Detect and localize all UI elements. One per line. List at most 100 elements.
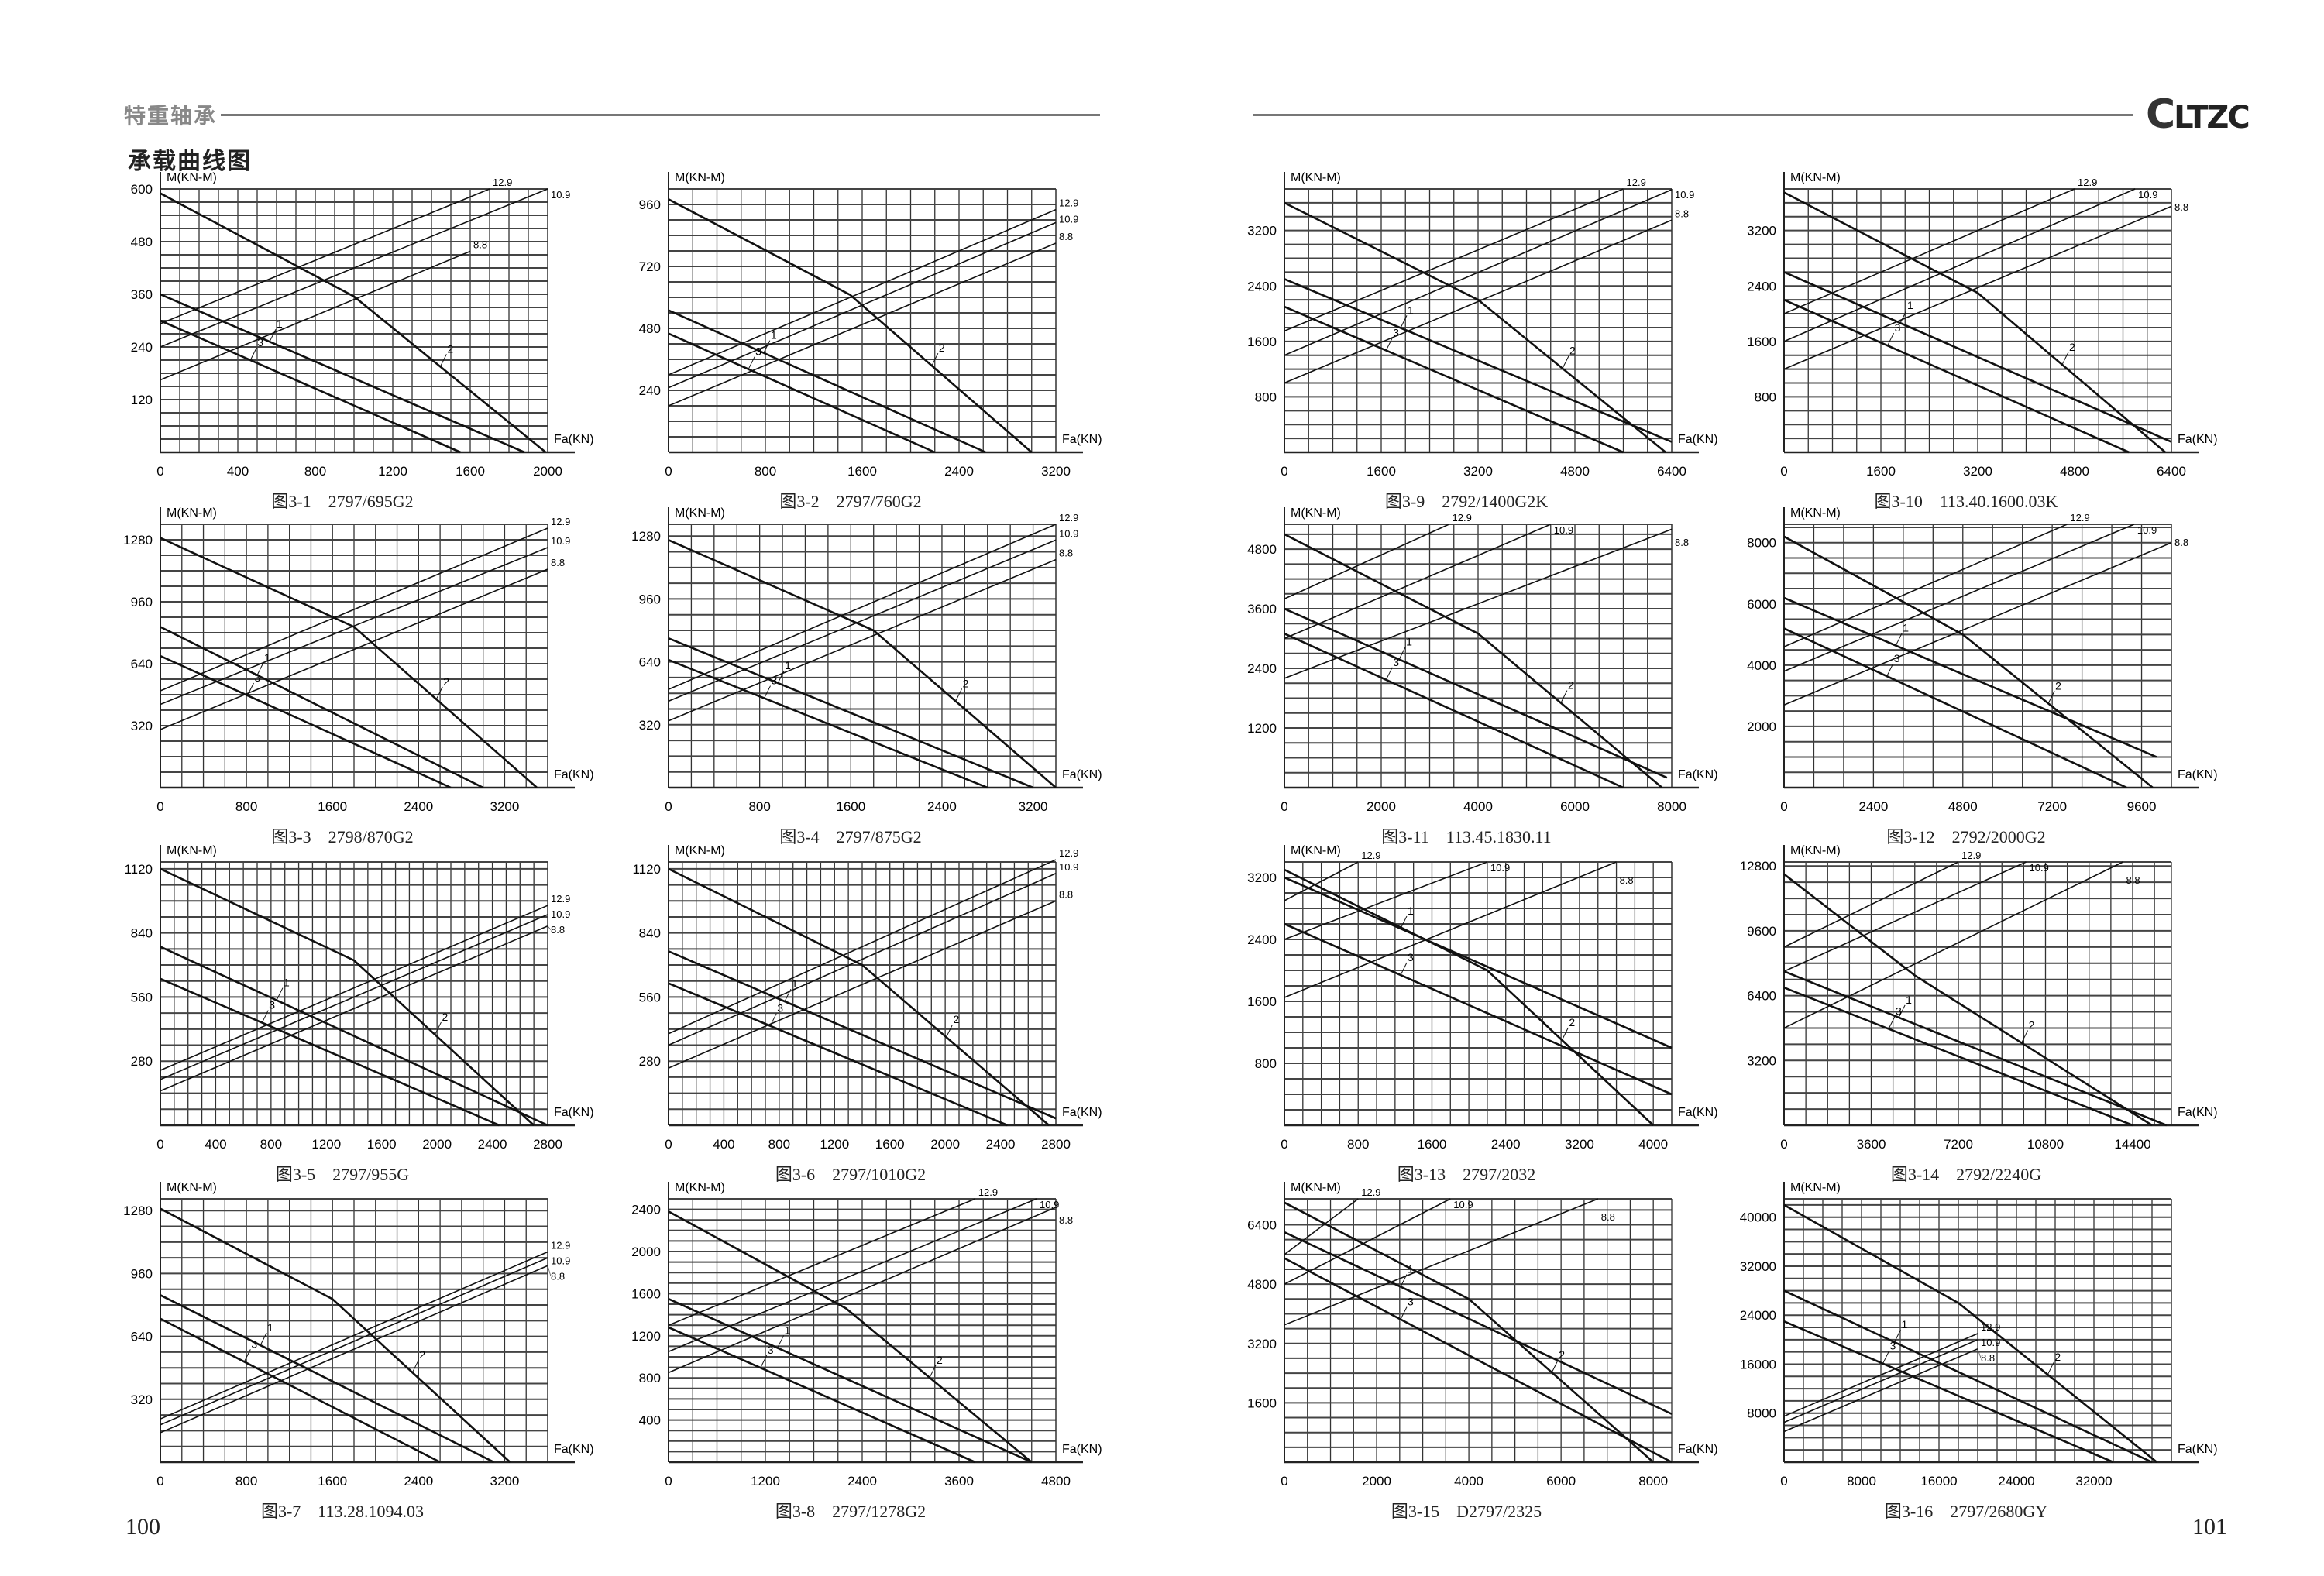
y-tick-label: 480: [131, 235, 153, 249]
y-tick-label: 3200: [1747, 224, 1776, 239]
x-tick-label: 1200: [378, 464, 407, 479]
y-axis-label: M(KN-M): [675, 506, 725, 520]
load-curve-1: [1284, 278, 1673, 443]
bolt-grade-line-8-8: [1284, 219, 1673, 384]
bolt-grade-line-12-9: [668, 1198, 976, 1326]
series-label: 8.8: [1059, 888, 1073, 900]
bolt-grade-line-12-9: [1783, 188, 2075, 314]
x-tick-label: 400: [713, 1137, 734, 1152]
chart-9: 0 1600 3200 4800 6400 800 1600 2400 3200 M(KN-M) F…: [1215, 158, 1718, 522]
series-label: 8.8: [2126, 874, 2140, 886]
y-tick-label: 32000: [1740, 1259, 1776, 1274]
bolt-grade-line-8-8: [1783, 861, 2123, 1029]
bolt-grade-line-8-8: [160, 250, 471, 381]
bolt-grade-line-8-8: [668, 558, 1057, 722]
x-tick-label: 3200: [490, 799, 520, 814]
curve-label-leader: [946, 1024, 953, 1038]
series-label: 12.9: [551, 893, 570, 905]
y-tick-label: 16000: [1740, 1357, 1776, 1372]
series-label: 10.9: [1554, 524, 1573, 536]
y-axis-label: M(KN-M): [1790, 506, 1841, 520]
series-label: 8.8: [551, 1271, 565, 1282]
bolt-grade-line-10-9: [668, 221, 1057, 389]
chart-svg: 0 800 1600 2400 3200 240 480 720 960 M(KN-M) Fa(KN…: [639, 171, 1102, 479]
curve-label-leader: [931, 352, 939, 366]
x-tick-label: 3200: [1463, 464, 1493, 479]
chart-10: 0 1600 3200 4800 6400 800 1600 2400 3200 M(KN-M) F…: [1714, 158, 2218, 522]
y-tick-label: 12800: [1740, 859, 1776, 874]
y-tick-label: 3200: [1247, 870, 1277, 885]
series-label: 1: [1902, 1318, 1908, 1331]
chart-12: 0 2400 4800 7200 9600 2000 4000 6000 8000 M(KN-M)…: [1714, 493, 2218, 857]
load-curve-3: [1284, 922, 1673, 1096]
x-tick-label: 1200: [751, 1474, 780, 1488]
y-axis-label: M(KN-M): [675, 171, 725, 184]
page-number-left: 100: [125, 1514, 160, 1540]
y-tick-label: 2400: [1247, 279, 1277, 294]
y-tick-label: 1200: [1247, 721, 1277, 736]
y-axis-label: M(KN-M): [167, 844, 217, 857]
series-label: 10.9: [1059, 213, 1078, 225]
y-tick-label: 640: [131, 1330, 153, 1344]
x-tick-label: 4800: [2060, 464, 2089, 479]
series-label: 12.9: [1059, 512, 1078, 524]
series-label: 3: [1408, 1296, 1414, 1308]
bolt-grade-line-10-9: [1783, 524, 2135, 672]
series-label: 3: [1393, 326, 1399, 338]
x-axis-label: Fa(KN): [1678, 1443, 1718, 1456]
curve-label-leader: [1400, 915, 1408, 929]
load-curve-1: [668, 309, 986, 454]
chart-16: 0 8000 16000 24000 32000 8000 16000 24000 32000 4…: [1714, 1168, 2218, 1532]
chart-svg: 0 3600 7200 10800 14400 3200 6400 9600 12800 M(KN…: [1740, 844, 2218, 1152]
y-tick-label: 1280: [123, 533, 153, 548]
load-curve-1: [1783, 271, 2172, 443]
chart-1: 0 400 800 1200 1600 2000 120 240 360 480 600 M(KN-M…: [91, 158, 594, 522]
series-label: 3: [768, 1344, 774, 1356]
x-tick-label: 0: [156, 1474, 163, 1488]
y-tick-label: 960: [131, 1266, 153, 1281]
x-tick-label: 0: [665, 1474, 672, 1488]
x-tick-label: 3200: [1963, 464, 1992, 479]
y-tick-label: 2400: [1247, 661, 1277, 676]
bolt-grade-line-10-9: [1284, 861, 1488, 940]
bolt-label-leader: [547, 1265, 552, 1277]
y-tick-label: 2400: [1747, 279, 1776, 294]
x-tick-label: 6000: [1546, 1474, 1576, 1488]
series-label: 12.9: [1059, 847, 1078, 859]
series-label: 8.8: [1981, 1352, 1995, 1364]
x-tick-label: 3200: [490, 1474, 520, 1488]
bolt-grade-line-12-9: [1783, 1333, 1978, 1417]
load-curve-2: [160, 537, 538, 788]
x-tick-label: 800: [304, 464, 326, 479]
x-tick-label: 2800: [1041, 1137, 1071, 1152]
series-label: 3: [257, 336, 263, 349]
bolt-grade-line-8-8: [1783, 205, 2172, 370]
y-tick-label: 6400: [1247, 1218, 1277, 1233]
series-label: 10.9: [551, 189, 570, 201]
y-tick-label: 3200: [1747, 1053, 1776, 1068]
section-title: 特重轴承: [124, 104, 218, 128]
bolt-grade-line-8-8: [1783, 1348, 1978, 1433]
x-tick-label: 2400: [404, 1474, 433, 1488]
load-curve-1: [668, 1298, 1033, 1464]
y-tick-label: 560: [131, 990, 153, 1004]
x-tick-label: 2400: [944, 464, 974, 479]
x-tick-label: 16000: [1920, 1474, 1957, 1488]
bolt-grade-line-8-8: [1284, 528, 1673, 679]
curve-label-leader: [276, 987, 284, 1001]
series-label: 10.9: [1040, 1199, 1059, 1210]
y-tick-label: 600: [131, 182, 153, 197]
chart-3: 0 800 1600 2400 3200 320 640 960 1280 M(KN-M) Fa(K…: [91, 493, 594, 857]
bolt-grade-line-10-9: [1783, 188, 2136, 342]
figure-caption: 图3-14 2792/2240G: [1890, 1165, 2042, 1184]
x-axis-label: Fa(KN): [1678, 1106, 1718, 1119]
bolt-grade-line-8-8: [1284, 861, 1617, 998]
series-label: 8.8: [1059, 1214, 1073, 1226]
x-axis-label: Fa(KN): [2178, 1443, 2218, 1456]
y-axis-label: M(KN-M): [1790, 844, 1841, 857]
page-title: 承载曲线图: [128, 149, 252, 174]
bolt-grade-line-10-9: [160, 1257, 548, 1426]
x-tick-label: 0: [665, 464, 672, 479]
load-curve-3: [1783, 627, 2127, 789]
load-curve-1: [1284, 876, 1673, 1049]
